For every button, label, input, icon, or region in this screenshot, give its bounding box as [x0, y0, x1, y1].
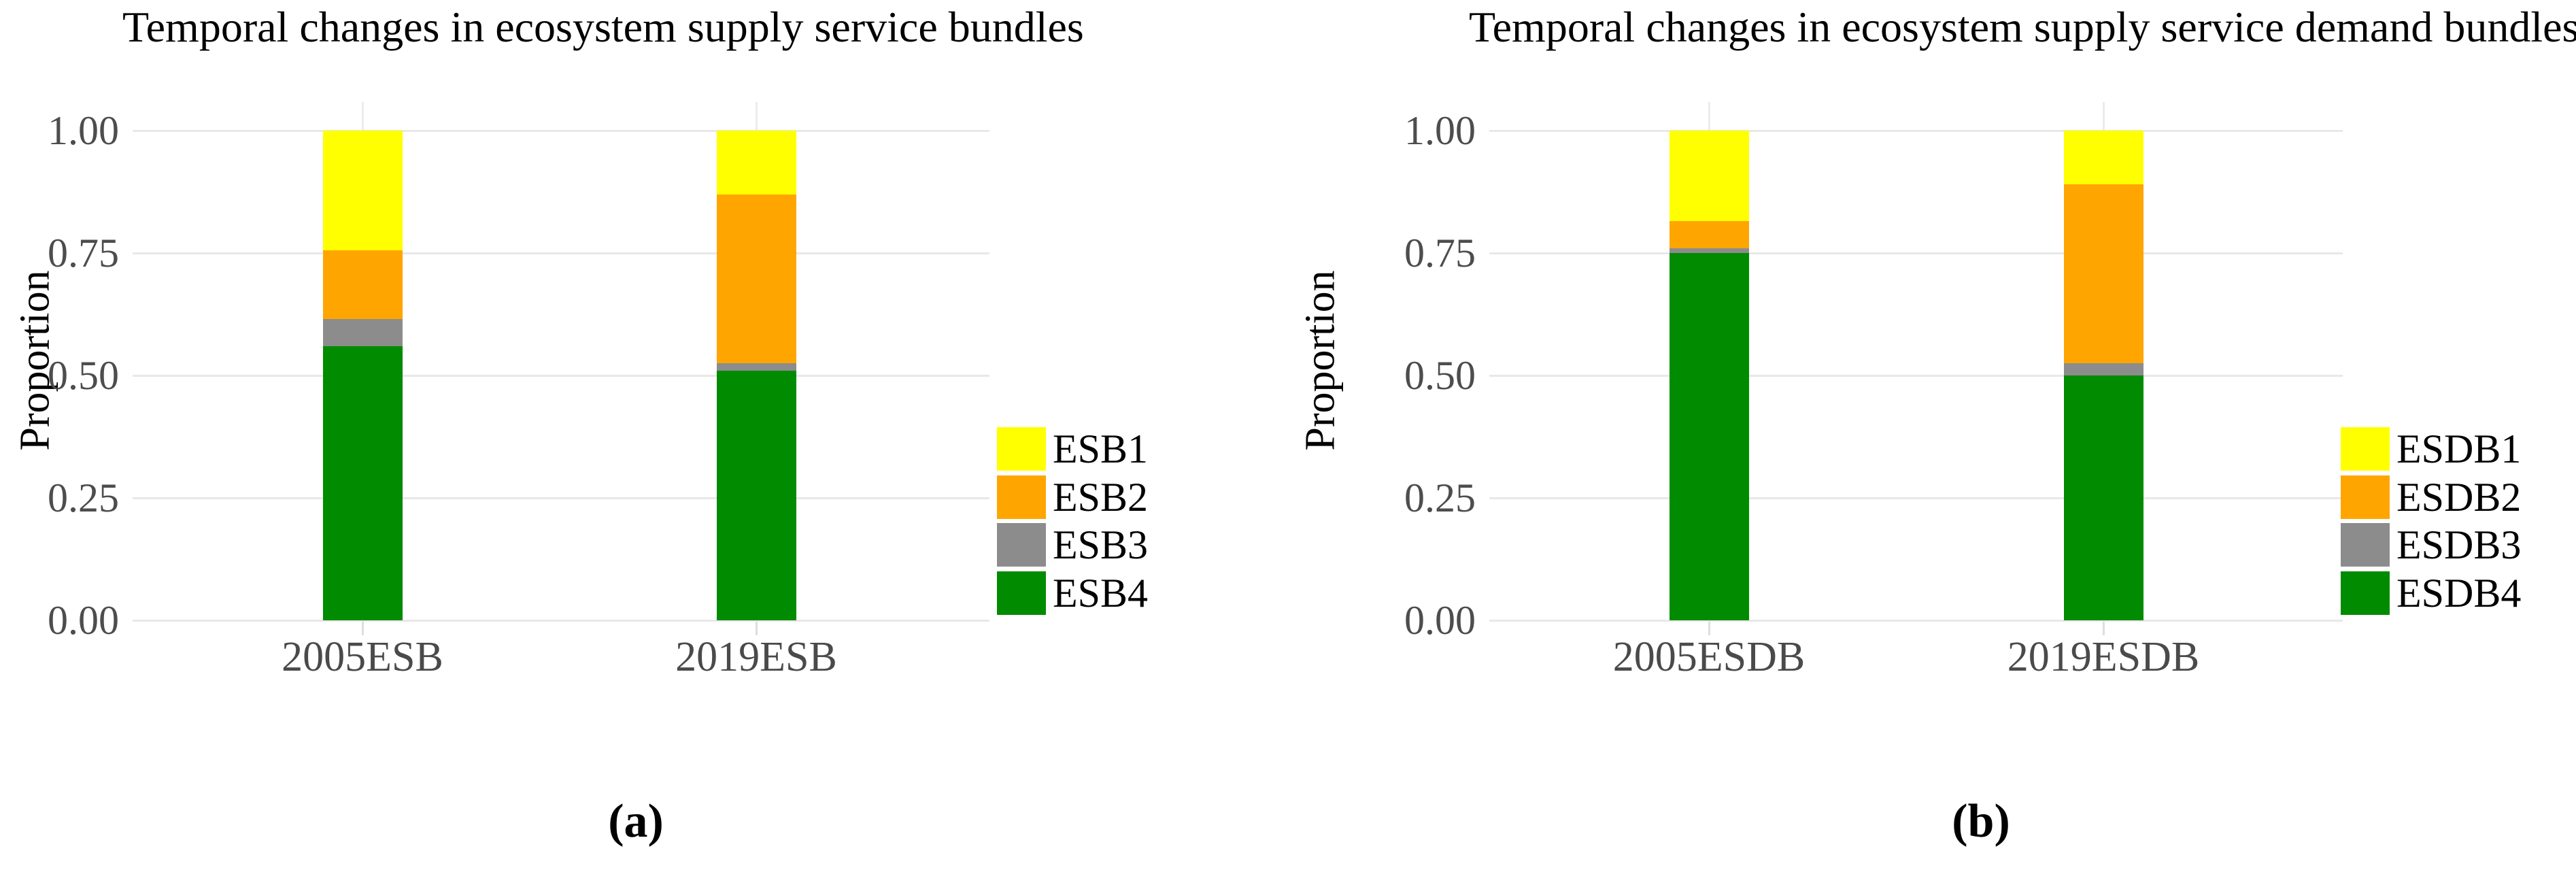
- legend-label-esb1: ESB1: [1053, 426, 1149, 471]
- legend-swatch-esb1: [997, 427, 1046, 471]
- gridline: [133, 375, 989, 377]
- x-axis-tick: [2103, 620, 2105, 635]
- bar-segment-esb1: [716, 131, 796, 195]
- x-axis-tick: [756, 620, 758, 635]
- bar-segment-esdb3: [2063, 363, 2143, 375]
- x-tick-label: 2005ESDB: [1612, 634, 1806, 680]
- bar-segment-esb3: [322, 319, 403, 346]
- bar-segment-esb3: [716, 363, 796, 371]
- y-tick-label: 0.25: [1404, 475, 1476, 520]
- gridline: [1489, 375, 2343, 377]
- x-axis-tick: [362, 620, 364, 635]
- x-tick-label: 2019ESDB: [2007, 634, 2200, 680]
- x-tick-label: 2019ESB: [675, 634, 837, 680]
- legend-swatch-esb4: [997, 571, 1046, 615]
- legend-label-esdb3: ESDB3: [2396, 522, 2522, 567]
- x-axis-tick: [1708, 620, 1710, 635]
- legend-swatch-esdb1: [2341, 427, 2390, 471]
- y-tick-label: 0.50: [48, 353, 119, 398]
- bar-segment-esdb3: [1669, 248, 1749, 253]
- bar-segment-esb1: [322, 131, 403, 251]
- bar-segment-esdb1: [2063, 131, 2143, 185]
- bar-segment-esb4: [322, 346, 403, 620]
- bar-segment-esdb4: [1669, 253, 1749, 620]
- bar-segment-esdb4: [2063, 375, 2143, 620]
- gridline: [133, 252, 989, 254]
- legend-swatch-esb2: [997, 475, 1046, 519]
- legend-label-esb2: ESB2: [1053, 474, 1149, 520]
- y-tick-label: 1.00: [48, 108, 119, 153]
- chart-title-b: Temporal changes in ecosystem supply ser…: [1469, 3, 2576, 51]
- gridline: [1489, 130, 2343, 132]
- bar-segment-esdb2: [2063, 184, 2143, 363]
- y-tick-label: 0.00: [1404, 598, 1476, 643]
- legend-label-esdb4: ESDB4: [2396, 570, 2522, 616]
- gridline: [133, 497, 989, 499]
- legend-label-esb3: ESB3: [1053, 522, 1149, 567]
- bar-segment-esb2: [322, 250, 403, 320]
- y-tick-label: 0.25: [48, 475, 119, 520]
- y-tick-label: 0.75: [48, 231, 119, 275]
- panel-caption-a: (a): [608, 795, 664, 848]
- legend-label-esb4: ESB4: [1053, 570, 1149, 616]
- chart-title-a: Temporal changes in ecosystem supply ser…: [122, 3, 1084, 51]
- legend-label-esdb2: ESDB2: [2396, 474, 2522, 520]
- gridline: [133, 620, 989, 622]
- legend-swatch-esb3: [997, 523, 1046, 567]
- gridline: [1489, 497, 2343, 499]
- gridline: [133, 130, 989, 132]
- panel-caption-b: (b): [1952, 795, 2010, 848]
- legend-swatch-esdb2: [2341, 475, 2390, 519]
- y-tick-label: 0.50: [1404, 353, 1476, 398]
- y-tick-label: 1.00: [1404, 108, 1476, 153]
- legend-swatch-esdb3: [2341, 523, 2390, 567]
- bar-segment-esb4: [716, 370, 796, 620]
- legend-label-esdb1: ESDB1: [2396, 426, 2522, 471]
- gridline: [1489, 252, 2343, 254]
- legend-swatch-esdb4: [2341, 571, 2390, 615]
- x-tick-label: 2005ESB: [282, 634, 443, 680]
- bar-segment-esb2: [716, 194, 796, 363]
- bar-segment-esdb1: [1669, 131, 1749, 222]
- y-tick-label: 0.75: [1404, 231, 1476, 275]
- bar-segment-esdb2: [1669, 221, 1749, 248]
- gridline: [1489, 620, 2343, 622]
- y-tick-label: 0.00: [48, 598, 119, 643]
